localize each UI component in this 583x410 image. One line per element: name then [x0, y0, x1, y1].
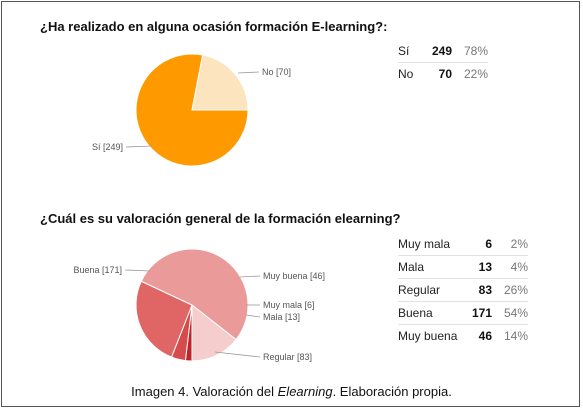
pie-slice-no: [191, 54, 249, 111]
pie-slice-regular: [135, 280, 193, 358]
percent-value: 54%: [492, 301, 528, 325]
stats-row-no: No 70 22%: [398, 63, 488, 86]
slice-label-mala: Mala [13]: [263, 312, 300, 322]
slice-label-muy-mala: Muy mala [6]: [263, 300, 315, 310]
percent-value: 26%: [492, 278, 528, 302]
percent-value: 4%: [492, 255, 528, 279]
count-value: 6: [458, 233, 492, 256]
slice-label-buena: Buena [171]: [73, 265, 122, 275]
category-label: Regular: [398, 278, 458, 302]
stats-row-muy-buena: Muy buena 46 14%: [398, 325, 528, 348]
pie-slice-si: [135, 53, 249, 167]
chart-title-elearning-rating: ¿Cuál es su valoración general de la for…: [40, 211, 401, 226]
caption-emphasis: Elearning: [277, 384, 333, 399]
leader-line-si: [125, 145, 153, 148]
category-label: No: [398, 67, 414, 81]
leader-line-regular: [214, 351, 261, 358]
stats-table-elearning-experience: Sí 249 78% No 70 22%: [398, 40, 488, 85]
stats-row-mala: Mala 13 4%: [398, 255, 528, 279]
category-label: Muy buena: [398, 329, 458, 343]
count-value: 249: [426, 40, 452, 63]
pie-slice-buena: [140, 248, 249, 341]
caption-suffix: . Elaboración propia.: [332, 384, 452, 399]
chart-title-elearning-experience: ¿Ha realizado en alguna ocasión formació…: [40, 19, 388, 34]
category-label: Muy mala: [398, 233, 458, 256]
stats-row-muy-mala: Muy mala 6 2%: [398, 233, 528, 256]
category-label: Sí: [398, 40, 426, 63]
count-value: 171: [458, 301, 492, 325]
figure-caption: Imagen 4. Valoración del Elearning. Elab…: [0, 384, 583, 399]
pie-slice-muy-buena: [191, 303, 237, 362]
stats-row-buena: Buena 171 54%: [398, 301, 528, 325]
stats-row-regular: Regular 83 26%: [398, 278, 528, 302]
category-label: Mala: [398, 255, 458, 279]
stats-row-si: Sí 249 78%: [398, 40, 488, 63]
slice-label-muy-buena: Muy buena [46]: [263, 271, 325, 281]
percent-value: 22%: [463, 67, 488, 81]
count-value: 70: [438, 67, 452, 81]
caption-prefix: Imagen 4. Valoración del: [131, 384, 278, 399]
category-label: Buena: [398, 301, 458, 325]
slice-label-no: No [70]: [262, 67, 291, 77]
leader-line-no: [237, 71, 260, 74]
percent-value: 2%: [492, 233, 528, 256]
count-value: 13: [458, 255, 492, 279]
stats-table-elearning-rating: Muy mala 6 2% Mala 13 4% Regular 83 26% Buena 171 5…: [398, 233, 528, 347]
leader-line-mala: [245, 314, 261, 318]
slice-label-si: Sí [249]: [92, 142, 123, 152]
leader-line-muy-buena: [239, 275, 261, 278]
count-value: 83: [458, 278, 492, 302]
percent-value: 78%: [452, 40, 488, 63]
count-value: 46: [478, 329, 492, 343]
slice-label-regular: Regular [83]: [263, 352, 312, 362]
leader-line-buena: [124, 269, 151, 272]
percent-value: 14%: [503, 329, 528, 343]
